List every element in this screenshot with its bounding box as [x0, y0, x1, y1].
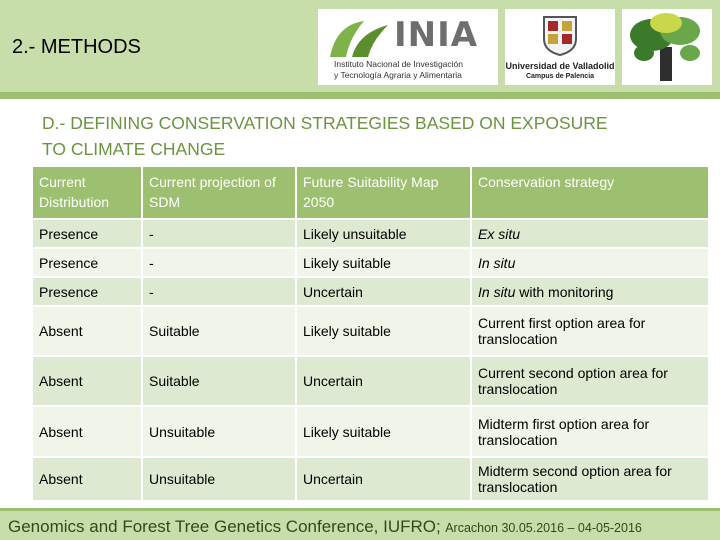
- cell-strategy: Midterm first option area for translocat…: [470, 405, 710, 458]
- uva-logo: Universidad de Valladolid Campus de Pale…: [505, 9, 615, 85]
- uva-crest-icon: [543, 16, 577, 57]
- cell-projection: Unsuitable: [141, 405, 297, 458]
- section-title: 2.- METHODS: [12, 36, 141, 58]
- cell-future: Likely suitable: [295, 247, 472, 278]
- cell-distribution: Absent: [31, 456, 143, 502]
- table-row: Absent Suitable Likely suitable Current …: [31, 305, 710, 357]
- cell-distribution: Absent: [31, 405, 143, 458]
- table-header-row: Current Distribution Current projection …: [31, 165, 710, 220]
- inia-leaf-icon: [330, 21, 388, 57]
- table-row: Presence - Uncertain In situ with monito…: [31, 276, 710, 307]
- cell-projection: -: [141, 218, 297, 249]
- cell-future: Likely suitable: [295, 305, 472, 357]
- cell-future: Uncertain: [295, 456, 472, 502]
- cell-strategy: In situ: [470, 247, 710, 278]
- footer-text: Genomics and Forest Tree Genetics Confer…: [8, 517, 642, 537]
- table-row: Absent Unsuitable Likely suitable Midter…: [31, 405, 710, 458]
- tree-logo: [622, 9, 712, 85]
- header-current-projection: Current projection of SDM: [141, 165, 297, 220]
- table-row: Presence - Likely suitable In situ: [31, 247, 710, 278]
- tree-icon: [630, 13, 700, 81]
- cell-distribution: Presence: [31, 276, 143, 307]
- subtitle: D.- DEFINING CONSERVATION STRATEGIES BAS…: [42, 110, 702, 162]
- cell-projection: -: [141, 247, 297, 278]
- header-current-distribution: Current Distribution: [31, 165, 143, 220]
- cell-strategy: Ex situ: [470, 218, 710, 249]
- subtitle-line-2: TO CLIMATE CHANGE: [42, 139, 226, 159]
- cell-future: Uncertain: [295, 276, 472, 307]
- table-row: Presence - Likely unsuitable Ex situ: [31, 218, 710, 249]
- cell-strategy: Current second option area for transloca…: [470, 355, 710, 407]
- table-row: Absent Suitable Uncertain Current second…: [31, 355, 710, 407]
- cell-projection: Suitable: [141, 305, 297, 357]
- inia-subtitle: Instituto Nacional de Investigación y Te…: [334, 59, 463, 80]
- subtitle-line-1: D.- DEFINING CONSERVATION STRATEGIES BAS…: [42, 113, 608, 133]
- cell-strategy: In situ with monitoring: [470, 276, 710, 307]
- cell-strategy: Current first option area for translocat…: [470, 305, 710, 357]
- cell-distribution: Absent: [31, 305, 143, 357]
- table-row: Absent Unsuitable Uncertain Midterm seco…: [31, 456, 710, 502]
- conservation-strategy-table: Current Distribution Current projection …: [31, 165, 710, 502]
- uva-name: Universidad de Valladolid: [505, 61, 615, 71]
- cell-distribution: Absent: [31, 355, 143, 407]
- cell-future: Uncertain: [295, 355, 472, 407]
- cell-future: Likely unsuitable: [295, 218, 472, 249]
- footer-location-dates: Arcachon 30.05.2016 – 04-05-2016: [445, 521, 642, 535]
- header-conservation-strategy: Conservation strategy: [470, 165, 710, 220]
- cell-distribution: Presence: [31, 218, 143, 249]
- header-divider: [0, 92, 720, 99]
- cell-projection: Suitable: [141, 355, 297, 407]
- cell-projection: Unsuitable: [141, 456, 297, 502]
- footer-band: Genomics and Forest Tree Genetics Confer…: [0, 508, 720, 540]
- inia-wordmark: INIA: [394, 15, 479, 55]
- cell-projection: -: [141, 276, 297, 307]
- header-band: 2.- METHODS INIA Instituto Nacional de I…: [0, 0, 720, 92]
- footer-conference: Genomics and Forest Tree Genetics Confer…: [8, 517, 441, 536]
- cell-distribution: Presence: [31, 247, 143, 278]
- uva-campus: Campus de Palencia: [525, 73, 595, 80]
- inia-logo: INIA Instituto Nacional de Investigación…: [318, 9, 498, 85]
- cell-strategy: Midterm second option area for transloca…: [470, 456, 710, 502]
- header-future-suitability: Future Suitability Map 2050: [295, 165, 472, 220]
- cell-future: Likely suitable: [295, 405, 472, 458]
